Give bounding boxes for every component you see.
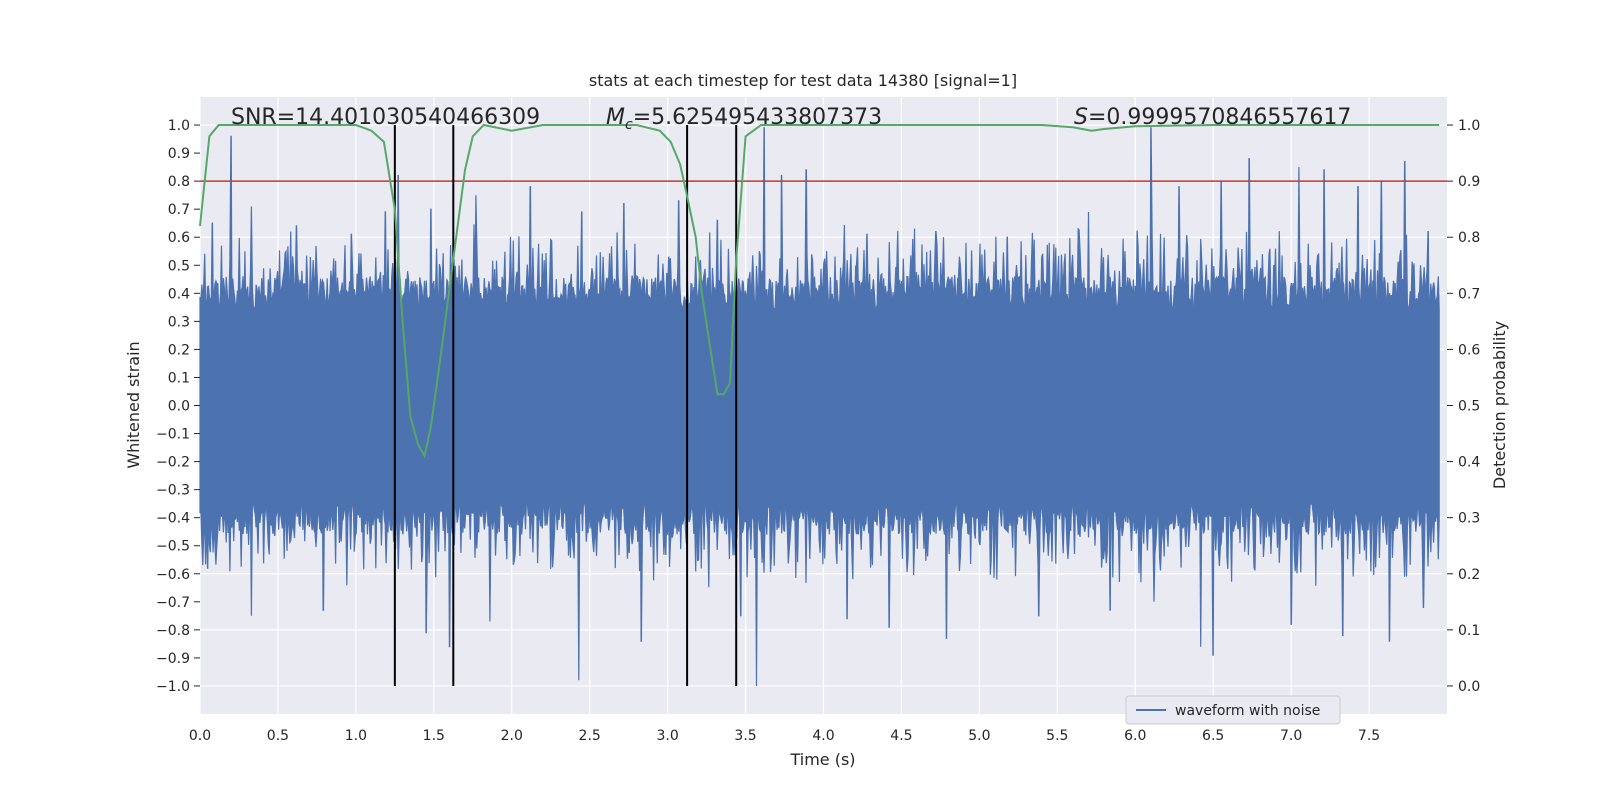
x-tick-label: 4.5 <box>890 728 912 744</box>
chart-title: stats at each timestep for test data 143… <box>589 71 1017 90</box>
y-tick-label: −0.7 <box>156 595 190 611</box>
chirp-mass-value: =5.625495433807373 <box>633 105 882 130</box>
y2-tick-label: 0.4 <box>1458 455 1480 471</box>
y2-tick-label: 1.0 <box>1458 118 1480 134</box>
x-axis-ticks: 0.0 0.5 1.0 1.5 2.0 2.5 3.0 3.5 4.0 4.5 5.0 5.5 6.0 6… <box>189 728 1380 744</box>
x-tick-label: 4.0 <box>812 728 834 744</box>
y-tick-label: 0.1 <box>168 370 190 386</box>
x-tick-label: 6.5 <box>1202 728 1224 744</box>
x-tick-label: 7.5 <box>1358 728 1380 744</box>
chirp-mass-subscript: c <box>625 117 633 133</box>
y2-tick-label: 0.7 <box>1458 286 1480 302</box>
y2-tick-label: 0.6 <box>1458 342 1480 358</box>
chirp-mass-symbol: M <box>606 105 625 130</box>
y2-tick-label: 0.1 <box>1458 623 1480 639</box>
y-tick-label: −0.9 <box>156 651 190 667</box>
x-tick-label: 5.5 <box>1046 728 1068 744</box>
y-tick-label: 0.6 <box>168 230 190 246</box>
spin-value: =0.9999570846557617 <box>1088 105 1351 130</box>
y-axis-label: Whitened strain <box>124 341 143 468</box>
y-tick-label: −0.6 <box>156 567 190 583</box>
y-tick-label: 0.0 <box>168 399 190 415</box>
snr-annotation: SNR=14.401030540466309 <box>231 105 540 130</box>
y-tick-label: −0.3 <box>156 483 190 499</box>
chirp-mass-annotation: Mc=5.625495433807373 <box>606 105 882 133</box>
y-tick-label: 0.5 <box>168 258 190 274</box>
series-detection-probability <box>199 123 1440 459</box>
y-tick-label: −0.2 <box>156 455 190 471</box>
y-tick-label: −1.0 <box>156 679 190 695</box>
series-waveform-with-noise <box>199 127 1440 687</box>
legend: waveform with noise <box>1125 695 1341 725</box>
y-tick-label: −0.1 <box>156 427 190 443</box>
x-tick-label: 6.0 <box>1124 728 1146 744</box>
x-tick-label: 3.5 <box>734 728 756 744</box>
y2-tick-label: 0.9 <box>1458 174 1480 190</box>
x-tick-label: 1.5 <box>423 728 445 744</box>
y2-axis-label: Detection probability <box>1490 321 1509 489</box>
y-tick-label: 0.7 <box>168 202 190 218</box>
x-tick-label: 0.0 <box>189 728 211 744</box>
y2-tick-label: 0.2 <box>1458 567 1480 583</box>
spin-annotation: S=0.9999570846557617 <box>1074 105 1351 130</box>
y-tick-label: 0.9 <box>168 146 190 162</box>
y-tick-label: 1.0 <box>168 118 190 134</box>
y2-axis-ticks: 1.0 0.9 0.8 0.7 0.6 0.5 0.4 0.3 0.2 0.1 0.0 <box>1447 118 1480 695</box>
legend-box <box>1125 695 1341 725</box>
legend-entry-waveform: waveform with noise <box>1175 703 1320 719</box>
x-tick-label: 1.0 <box>345 728 367 744</box>
y-axis-ticks: 1.0 0.9 0.8 0.7 0.6 0.5 0.4 0.3 0.2 0.1 0.0 −0.1 −0.… <box>156 118 200 695</box>
y2-tick-label: 0.5 <box>1458 399 1480 415</box>
y-tick-label: 0.2 <box>168 342 190 358</box>
y2-tick-label: 0.8 <box>1458 230 1480 246</box>
y2-tick-label: 0.3 <box>1458 511 1480 527</box>
y-tick-label: 0.8 <box>168 174 190 190</box>
x-tick-label: 5.0 <box>968 728 990 744</box>
y-tick-label: −0.8 <box>156 623 190 639</box>
x-tick-label: 2.0 <box>501 728 523 744</box>
y2-tick-label: 0.0 <box>1458 679 1480 695</box>
y-tick-label: 0.3 <box>168 314 190 330</box>
spin-symbol: S <box>1074 105 1088 130</box>
x-axis-label: Time (s) <box>789 750 855 769</box>
plot-content <box>199 123 1447 687</box>
x-tick-label: 3.0 <box>656 728 678 744</box>
y-tick-label: 0.4 <box>168 286 190 302</box>
y-tick-label: −0.4 <box>156 511 190 527</box>
y-tick-label: −0.5 <box>156 539 190 555</box>
x-tick-label: 2.5 <box>579 728 601 744</box>
x-tick-label: 0.5 <box>267 728 289 744</box>
x-tick-label: 7.0 <box>1280 728 1302 744</box>
